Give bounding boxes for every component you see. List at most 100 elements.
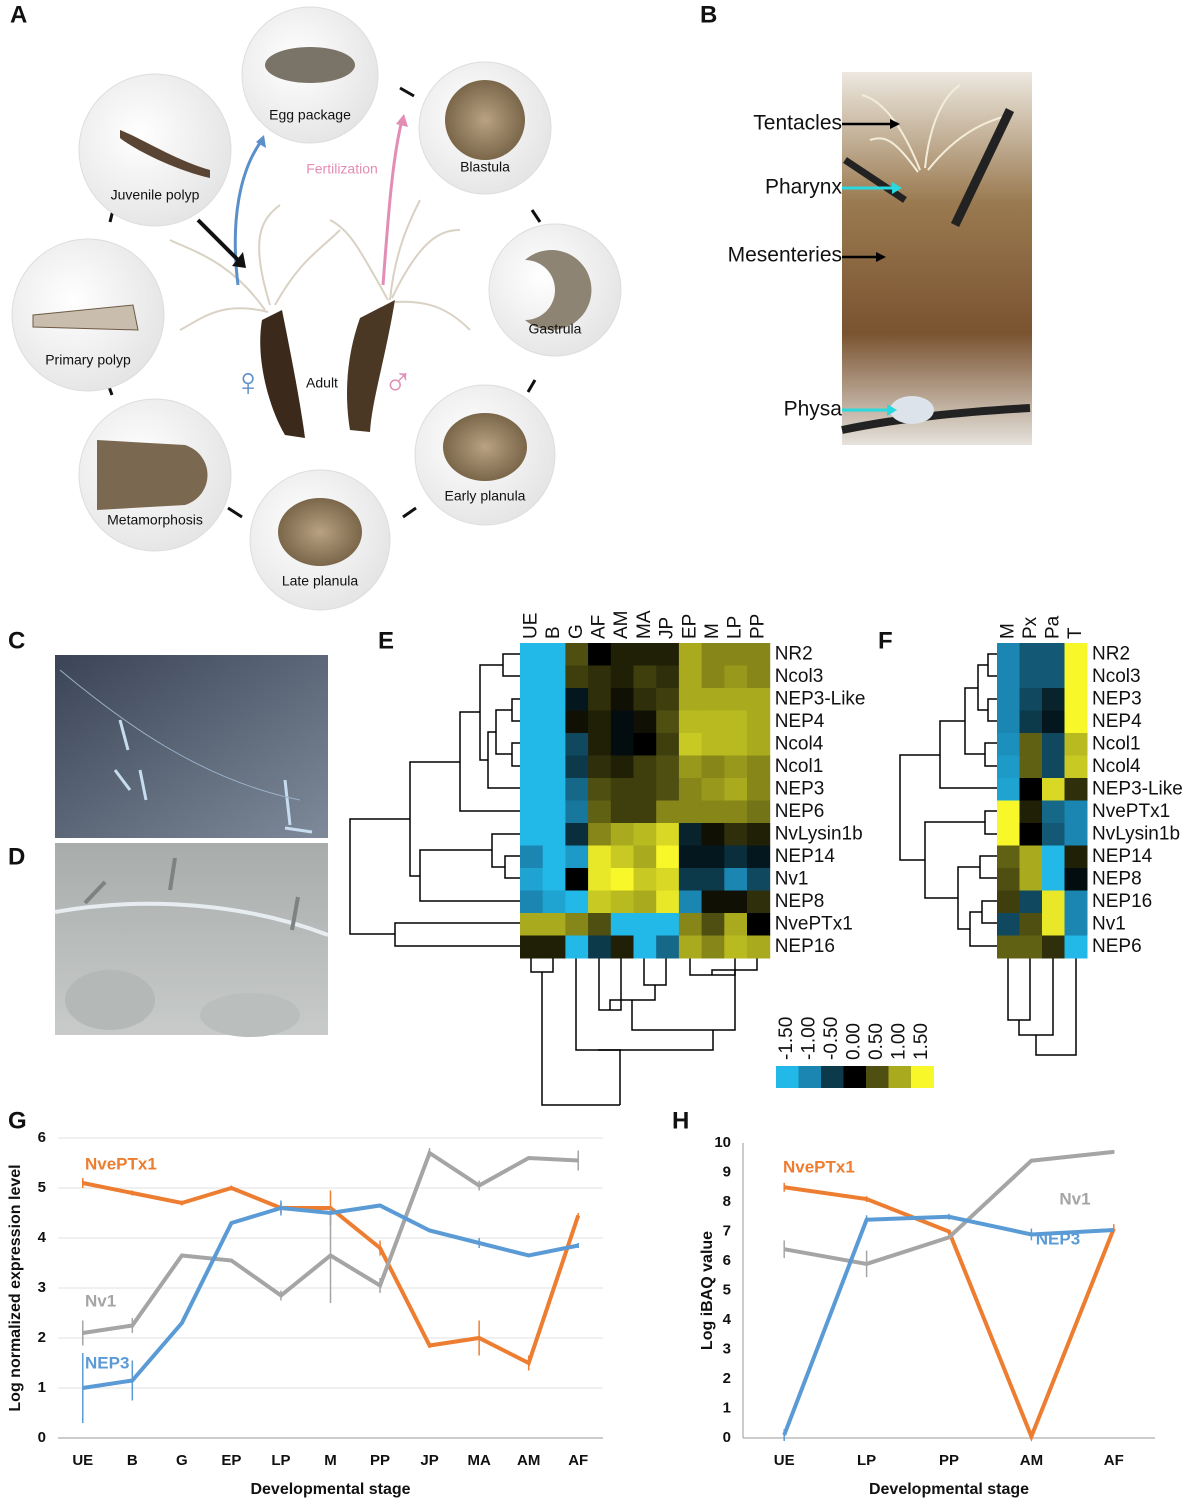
heat-cell [610,643,634,666]
heat-cell [1064,845,1088,869]
x-tick-label: AF [568,1452,588,1469]
heat-cell [1064,643,1088,666]
heat-cell [1019,665,1043,689]
heat-cell [520,823,544,846]
heat-cell [633,823,657,846]
heat-cell [678,845,703,869]
column-label: LP [725,616,746,639]
heat-cell [1042,778,1065,801]
panel-label: B [700,1,717,28]
tentacles [169,199,471,331]
x-tick-label: AM [517,1452,540,1469]
heat-cell [1042,643,1065,666]
heat-cell [610,868,634,891]
heat-cell [747,665,771,689]
heat-cell [588,665,612,689]
nematocysts [83,857,300,931]
row-label: Nv1 [775,868,809,889]
heat-cell [656,643,680,666]
row-label: NEP3-Like [775,688,866,709]
arrow [196,218,242,264]
nematocysts [113,719,313,834]
y-tick-label: 10 [714,1134,731,1151]
heat-cell [565,935,589,959]
forceps [950,108,1015,227]
y-tick-label: 1 [38,1379,46,1396]
heat-cell [656,845,680,869]
x-tick-label: LP [857,1452,876,1469]
heat-cell [633,890,657,914]
y-tick-label: 4 [38,1229,47,1246]
series-line [782,1214,1114,1436]
heat-cell [678,913,703,936]
heat-cell [1064,868,1088,891]
heat-cell [678,778,703,801]
cell [65,970,155,1030]
row-label: NEP8 [775,891,825,912]
heat-cell [588,688,612,711]
stage-photo [445,80,525,160]
column-label: AF [588,615,609,639]
male-symbol: ♂ [383,361,413,405]
row-label: NEP3-Like [1092,778,1183,799]
thread [54,901,329,937]
heat-cell [610,755,634,779]
heat-cell [633,868,657,891]
heat-cell [701,688,725,711]
stage-photo [265,47,355,83]
heat-cell [997,913,1020,936]
heat-cell [1042,913,1065,936]
heat-cell [565,890,589,914]
colorbar-swatch [888,1066,912,1088]
heat-cell [1019,868,1043,891]
heat-cell [678,800,703,824]
x-tick-label: B [127,1452,138,1469]
row-label: Ncol4 [775,733,824,754]
heat-cell [656,733,680,756]
heat-cell [656,823,680,846]
heat-cell [656,665,680,689]
heat-cell [633,643,657,666]
heat-cell [997,643,1020,666]
row-label: Ncol4 [1092,756,1141,777]
heat-cell [542,845,566,869]
heat-cell [542,688,566,711]
pointer-head [890,119,900,129]
row-label: NR2 [775,643,813,664]
physa [890,396,934,424]
heat-cell [520,868,544,891]
row-label: Ncol1 [775,756,824,777]
heat-cell [701,913,725,936]
y-tick-label: 0 [723,1429,731,1446]
x-tick-label: UE [72,1452,93,1469]
y-tick-label: 9 [723,1163,731,1180]
arrowhead [396,114,408,127]
heat-cell [542,935,566,959]
heat-cell [520,688,544,711]
heat-cell [656,935,680,959]
row-label: Ncol3 [1092,666,1141,687]
heat-cell [565,643,589,666]
row-label: NEP16 [1092,891,1152,912]
heat-cell [997,755,1020,779]
series-label: NvePTx1 [85,1154,157,1173]
panel-label: A [10,1,27,28]
y-tick-label: 3 [723,1340,731,1357]
adult-male-photo [347,300,395,432]
heat-cell [1064,935,1088,959]
y-tick-label: 2 [38,1329,46,1346]
x-axis-label: Developmental stage [250,1481,410,1498]
heat-cell [701,710,725,734]
heat-cell [588,800,612,824]
heat-cell [997,733,1020,756]
heat-cell [610,800,634,824]
heat-cell [1019,688,1043,711]
heat-cell [701,890,725,914]
y-tick-label: 1 [723,1399,731,1416]
heat-cell [678,643,703,666]
heat-cell [1064,913,1088,936]
heat-cell [588,778,612,801]
photo [55,655,328,838]
heat-cell [747,913,771,936]
heat-cell [656,778,680,801]
